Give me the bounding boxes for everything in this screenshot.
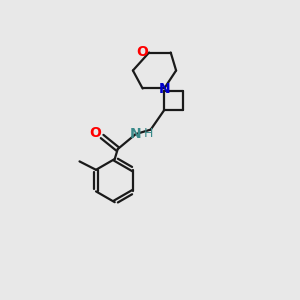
Text: O: O — [89, 126, 101, 140]
Text: N: N — [129, 127, 141, 140]
Text: O: O — [136, 45, 148, 59]
Text: N: N — [159, 82, 171, 96]
Text: H: H — [144, 127, 153, 140]
